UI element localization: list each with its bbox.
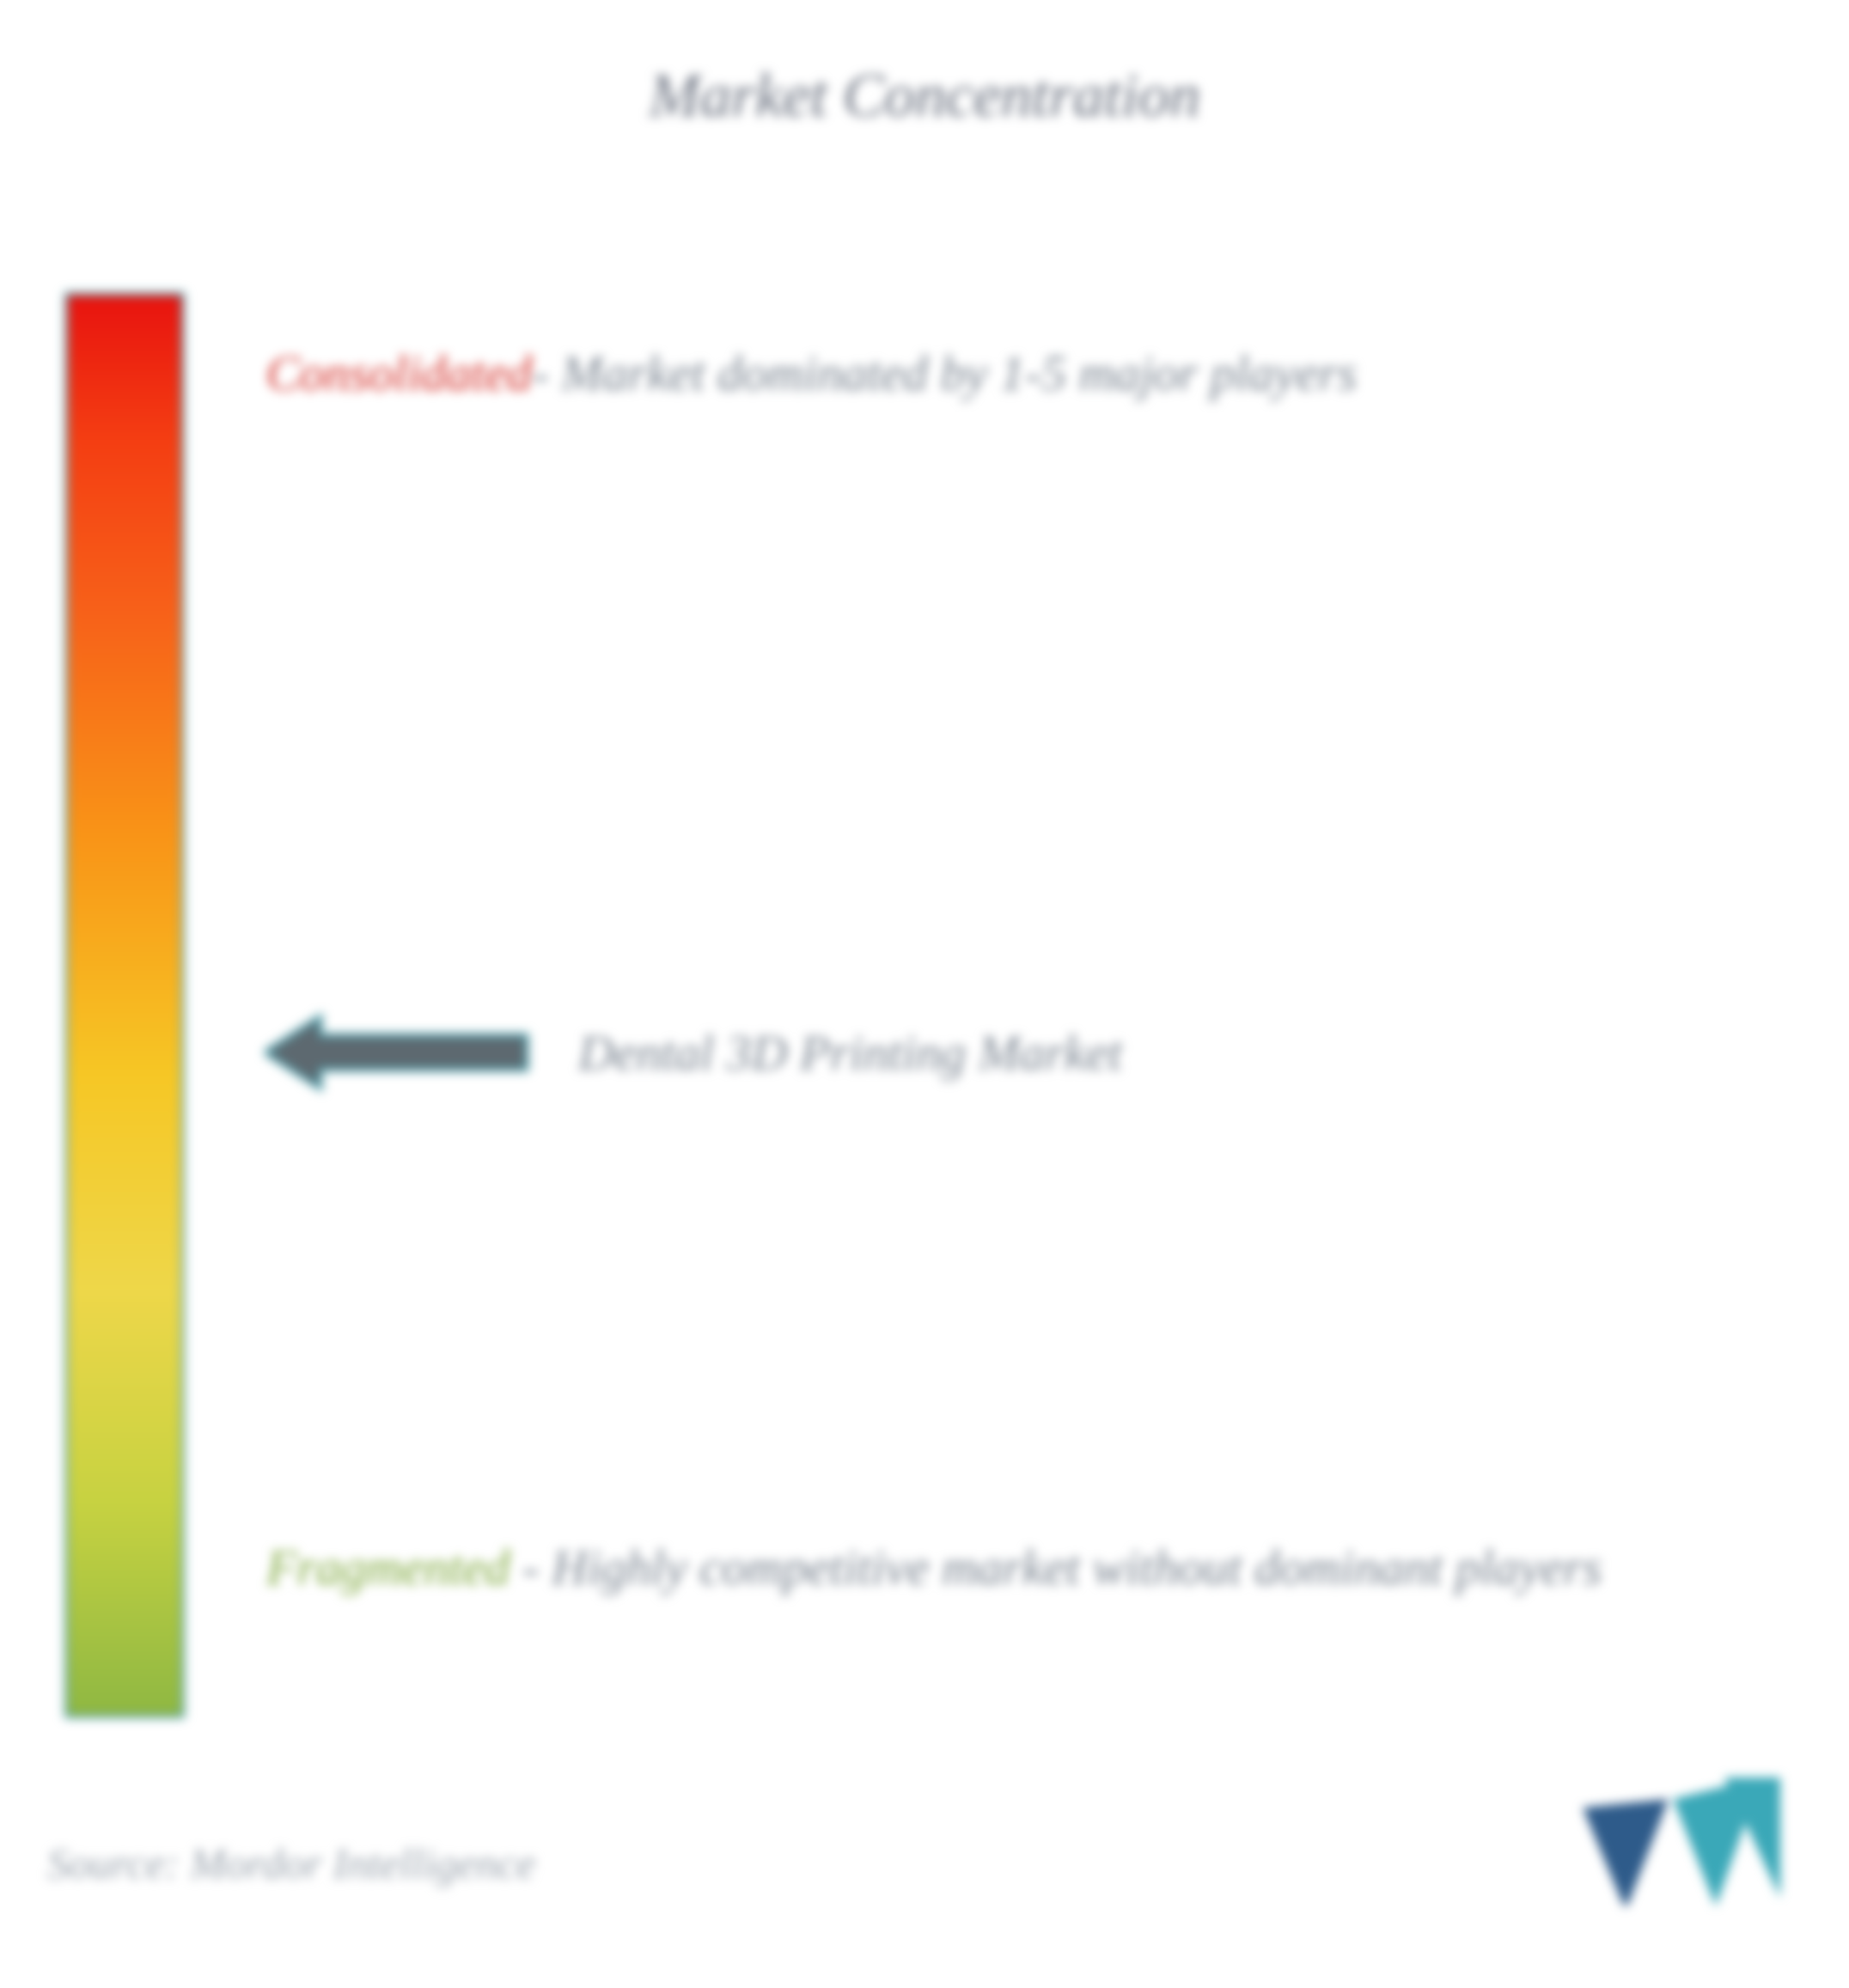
source-prefix: Source: xyxy=(47,1839,190,1887)
source-attribution: Source: Mordor Intelligence xyxy=(47,1839,535,1888)
concentration-gradient-bar xyxy=(64,292,185,1718)
mordor-logo-icon xyxy=(1583,1778,1780,1906)
source-text: Mordor Intelligence xyxy=(190,1839,535,1887)
infographic-container: Market Concentration Consolidated- Marke… xyxy=(0,0,1849,1988)
arrow-left-icon xyxy=(265,1009,531,1095)
market-position-marker: Dental 3D Printing Market xyxy=(265,1009,1122,1095)
consolidated-highlight: Consolidated xyxy=(266,345,532,401)
market-name-label: Dental 3D Printing Market xyxy=(578,1024,1122,1082)
fragmented-highlight: Fragmented xyxy=(266,1540,510,1595)
chart-title: Market Concentration xyxy=(649,60,1200,131)
fragmented-description: - Highly competitive market without domi… xyxy=(510,1540,1602,1595)
fragmented-label: Fragmented - Highly competitive market w… xyxy=(266,1521,1727,1615)
consolidated-label: Consolidated- Market dominated by 1-5 ma… xyxy=(266,326,1727,421)
consolidated-description: - Market dominated by 1-5 major players xyxy=(532,345,1357,401)
